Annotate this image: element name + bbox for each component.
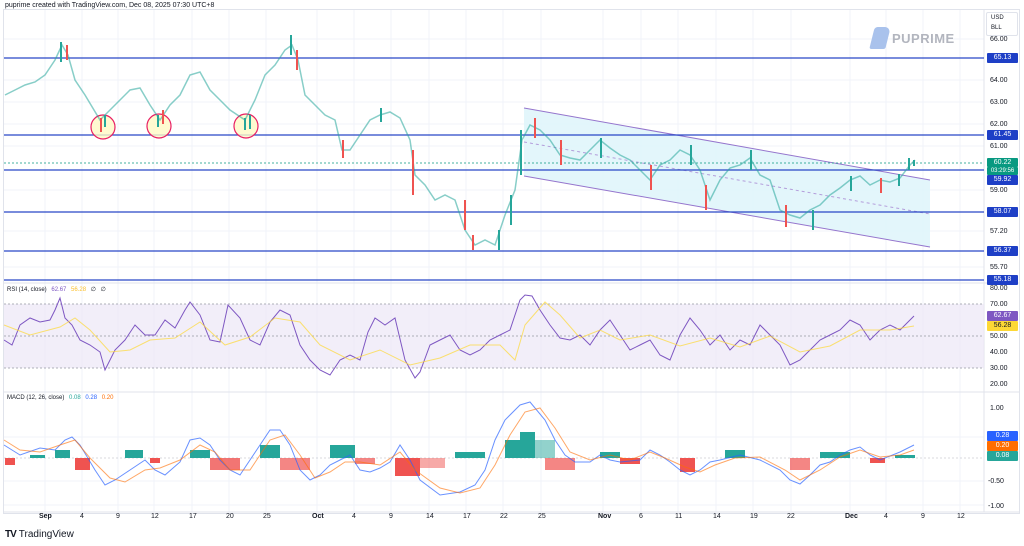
macd-legend-hist: 0.08 bbox=[69, 395, 81, 401]
level-tag-58-07: 58.07 bbox=[987, 207, 1018, 217]
currency-label: USD bbox=[991, 15, 1004, 21]
candles bbox=[60, 35, 915, 250]
rsi-legend-value: 62.67 bbox=[51, 287, 67, 293]
price-series bbox=[4, 43, 916, 247]
rsi-value-tag: 62.67 bbox=[987, 311, 1018, 321]
macd-value-tag: 0.28 bbox=[987, 431, 1018, 441]
svg-text:9: 9 bbox=[921, 513, 925, 520]
svg-text:80.00: 80.00 bbox=[990, 285, 1008, 292]
svg-text:11: 11 bbox=[675, 513, 682, 520]
level-tag-61-45: 61.45 bbox=[987, 130, 1018, 140]
rsi-line bbox=[3, 294, 915, 379]
svg-text:20.00: 20.00 bbox=[990, 381, 1008, 388]
grid-vertical bbox=[44, 10, 961, 512]
level-tag-59-92: 59.92 bbox=[987, 175, 1018, 185]
channel-upper-line[interactable] bbox=[523, 107, 931, 181]
rsi-legend-extra2: ∅ bbox=[100, 287, 106, 293]
svg-text:57.20: 57.20 bbox=[990, 228, 1008, 235]
svg-text:62.00: 62.00 bbox=[990, 121, 1008, 128]
svg-text:63.00: 63.00 bbox=[990, 99, 1008, 106]
puprime-logo-icon bbox=[869, 27, 891, 49]
svg-text:22: 22 bbox=[500, 513, 508, 520]
grid-horizontal bbox=[4, 38, 984, 506]
unit-label: BLL bbox=[991, 25, 1002, 31]
puprime-watermark: PUPRIME bbox=[869, 27, 955, 49]
svg-text:66.00: 66.00 bbox=[990, 36, 1008, 43]
rsi-legend-title: RSI (14, close) bbox=[7, 287, 47, 293]
macd-legend[interactable]: MACD (12, 26, close) 0.08 0.28 0.20 bbox=[7, 395, 116, 401]
level-tag-65-13: 65.13 bbox=[987, 53, 1018, 63]
tradingview-label: TradingView bbox=[18, 529, 74, 540]
macd-axis-ticks: 1.00 -0.50 -1.00 bbox=[988, 405, 1004, 510]
macd-legend-macd: 0.28 bbox=[85, 395, 98, 401]
bar-countdown-tag: 03:29:56 bbox=[987, 167, 1018, 175]
svg-text:19: 19 bbox=[750, 513, 758, 520]
tradingview-logo-icon: TV bbox=[5, 529, 17, 540]
svg-text:55.70: 55.70 bbox=[990, 264, 1008, 271]
tradingview-branding[interactable]: TV TradingView bbox=[5, 529, 74, 540]
macd-signal-line bbox=[3, 407, 915, 494]
currency-unit-selector[interactable]: USD BLL bbox=[986, 12, 1018, 36]
price-axis-ticks: 66.00 64.00 63.00 62.00 61.00 59.00 57.2… bbox=[990, 36, 1008, 271]
svg-text:4: 4 bbox=[352, 513, 356, 520]
svg-text:50.00: 50.00 bbox=[990, 333, 1008, 340]
rsi-band-lines bbox=[4, 303, 984, 369]
svg-text:70.00: 70.00 bbox=[990, 301, 1008, 308]
svg-text:9: 9 bbox=[389, 513, 393, 520]
time-axis-labels: Sep 4 9 12 17 20 25 Oct 4 9 14 17 22 25 … bbox=[39, 513, 965, 520]
svg-text:12: 12 bbox=[151, 513, 159, 520]
svg-text:59.00: 59.00 bbox=[990, 187, 1008, 194]
chart-caption: puprime created with TradingView.com, De… bbox=[5, 2, 215, 9]
level-tag-56-37: 56.37 bbox=[987, 246, 1018, 256]
channel-midline[interactable] bbox=[523, 141, 931, 215]
svg-text:25: 25 bbox=[263, 513, 271, 520]
svg-text:22: 22 bbox=[787, 513, 795, 520]
rsi-axis-ticks: 80.00 70.00 50.00 40.00 30.00 20.00 bbox=[990, 285, 1008, 388]
svg-text:25: 25 bbox=[538, 513, 546, 520]
svg-text:61.00: 61.00 bbox=[990, 143, 1008, 150]
macd-legend-signal: 0.20 bbox=[101, 395, 114, 401]
rsi-ma-line bbox=[3, 301, 915, 366]
rsi-ma-value-tag: 56.28 bbox=[987, 321, 1018, 331]
svg-text:4: 4 bbox=[884, 513, 888, 520]
svg-text:12: 12 bbox=[957, 513, 965, 520]
svg-text:-0.50: -0.50 bbox=[988, 478, 1004, 485]
macd-signal-tag: 0.20 bbox=[987, 441, 1018, 451]
rsi-legend-extra1: ∅ bbox=[90, 287, 96, 293]
svg-text:Sep: Sep bbox=[39, 513, 52, 520]
svg-text:Dec: Dec bbox=[845, 513, 858, 520]
svg-text:14: 14 bbox=[713, 513, 721, 520]
chart-frame bbox=[3, 9, 1020, 514]
svg-text:64.00: 64.00 bbox=[990, 77, 1008, 84]
svg-text:30.00: 30.00 bbox=[990, 365, 1008, 372]
svg-text:17: 17 bbox=[463, 513, 471, 520]
svg-text:14: 14 bbox=[426, 513, 434, 520]
rsi-legend-ma: 56.28 bbox=[71, 287, 87, 293]
macd-line bbox=[3, 401, 915, 496]
svg-text:40.00: 40.00 bbox=[990, 349, 1008, 356]
svg-text:6: 6 bbox=[639, 513, 643, 520]
macd-legend-title: MACD (12, 26, close) bbox=[7, 395, 65, 401]
svg-text:Oct: Oct bbox=[312, 513, 324, 520]
svg-text:-1.00: -1.00 bbox=[988, 503, 1004, 510]
svg-text:20: 20 bbox=[226, 513, 234, 520]
svg-text:4: 4 bbox=[80, 513, 84, 520]
svg-text:Nov: Nov bbox=[598, 513, 611, 520]
level-tag-55-18: 55.18 bbox=[987, 275, 1018, 285]
svg-text:17: 17 bbox=[189, 513, 197, 520]
macd-hist-tag: 0.08 bbox=[987, 451, 1018, 461]
rsi-legend[interactable]: RSI (14, close) 62.67 56.28 ∅ ∅ bbox=[7, 286, 109, 293]
svg-text:9: 9 bbox=[116, 513, 120, 520]
svg-text:1.00: 1.00 bbox=[990, 405, 1004, 412]
current-price-tag: 60.22 bbox=[987, 158, 1018, 167]
